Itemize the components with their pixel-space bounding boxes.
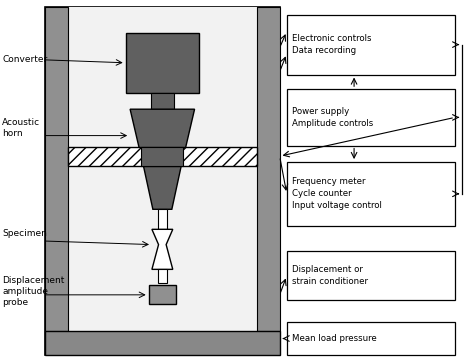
Bar: [126, 33, 199, 93]
Bar: [287, 15, 455, 75]
Text: Displacement
amplitude
probe: Displacement amplitude probe: [2, 276, 65, 307]
Bar: [45, 7, 280, 355]
Polygon shape: [130, 109, 195, 162]
Bar: [287, 89, 455, 146]
Text: Frequency meter
Cycle counter
Input voltage control: Frequency meter Cycle counter Input volt…: [292, 177, 383, 210]
Bar: [151, 93, 173, 109]
Text: Converter: Converter: [2, 55, 47, 64]
Bar: [287, 162, 455, 226]
Bar: [45, 331, 280, 355]
Bar: [68, 147, 257, 166]
Text: Acoustic
horn: Acoustic horn: [2, 118, 40, 138]
Text: Specimen: Specimen: [2, 229, 47, 238]
Bar: [287, 322, 455, 355]
Text: Mean load pressure: Mean load pressure: [292, 334, 377, 343]
Polygon shape: [152, 229, 173, 269]
Text: Displacement or
strain conditioner: Displacement or strain conditioner: [292, 265, 368, 286]
Bar: [148, 285, 176, 304]
Bar: [68, 7, 257, 331]
Bar: [158, 209, 167, 229]
Bar: [158, 269, 167, 283]
Bar: [142, 147, 183, 166]
Polygon shape: [143, 166, 181, 209]
Text: Electronic controls
Data recording: Electronic controls Data recording: [292, 34, 372, 55]
Bar: [287, 251, 455, 300]
Bar: [45, 7, 68, 331]
Text: Power supply
Amplitude controls: Power supply Amplitude controls: [292, 107, 374, 128]
Bar: [257, 7, 280, 331]
